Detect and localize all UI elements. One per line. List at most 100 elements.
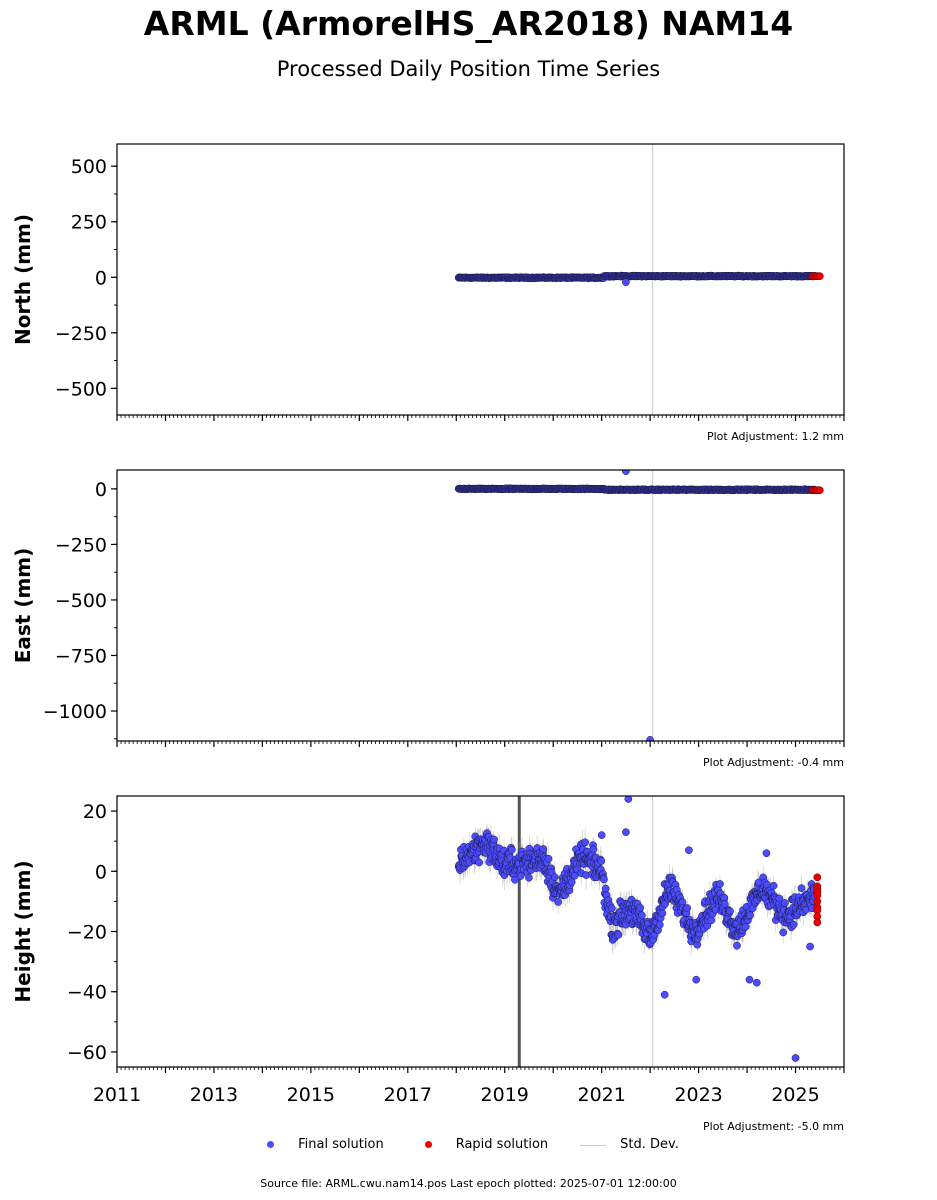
rapid-point [813, 918, 822, 927]
y-tick-label: −60 [67, 1042, 107, 1064]
y-tick-label: −1000 [43, 701, 107, 723]
x-tick-label: 2017 [384, 1084, 432, 1106]
final-point [636, 903, 644, 912]
y-tick-label: −750 [55, 645, 107, 667]
plot-adjustment-label: Plot Adjustment: 1.2 mm [707, 430, 844, 443]
final-point [525, 873, 533, 882]
final-point [655, 920, 664, 929]
final-point [544, 854, 553, 863]
final-point [797, 884, 806, 892]
rapid-points [813, 873, 822, 927]
final-outlier-point [692, 975, 701, 984]
y-tick-label: 0 [95, 479, 107, 501]
x-tick-label: 2013 [190, 1084, 238, 1106]
final-outlier-point [752, 978, 761, 987]
final-point [720, 900, 729, 908]
rapid-point [815, 272, 824, 281]
legend-stddev-label: Std. Dev. [620, 1137, 679, 1152]
rapid-point [815, 486, 824, 495]
final-point [733, 941, 741, 950]
final-point [607, 904, 616, 913]
final-point [601, 884, 610, 893]
y-axis-label: East (mm) [11, 548, 35, 664]
panel-3: 20 0 −20 −40 −60 2011 2013 2015 2017 2019 2021 2023… [11, 795, 845, 1133]
final-point [614, 931, 623, 939]
rapid-marker-icon [424, 1140, 432, 1148]
final-outlier-point [597, 831, 606, 839]
x-tick-label: 2023 [674, 1084, 722, 1106]
y-tick-label: 500 [71, 156, 107, 178]
y-tick-label: −250 [55, 323, 107, 345]
final-point [539, 845, 548, 853]
plot-area [454, 470, 824, 741]
final-point [589, 845, 598, 854]
chart-subtitle: Processed Daily Position Time Series [276, 57, 661, 81]
final-point [600, 875, 608, 884]
final-point [508, 845, 516, 854]
legend-stddev: Std. Dev. [580, 1137, 679, 1152]
final-point [769, 881, 778, 890]
final-point [490, 835, 498, 844]
final-outlier-point [791, 1054, 800, 1062]
rapid-points [808, 272, 824, 281]
final-point [781, 899, 789, 907]
legend-final-label: Final solution [298, 1137, 384, 1152]
final-outlier-point [685, 846, 693, 855]
source-footer: Source file: ARML.cwu.nam14.pos Last epo… [260, 1177, 677, 1190]
y-tick-label: −500 [55, 378, 107, 400]
plot-area [454, 796, 822, 1067]
final-point [779, 928, 788, 937]
stddev-line-icon [580, 1144, 607, 1146]
x-tick-label: 2019 [481, 1084, 529, 1106]
legend-rapid-label: Rapid solution [455, 1137, 549, 1152]
x-tick-label: 2025 [771, 1084, 819, 1106]
y-tick-label: −500 [55, 590, 107, 612]
panel-2: 0 −250 −500 −750 −1000 East (mm) Plot Adjustme… [11, 469, 845, 769]
legend: Final solution Rapid solution Std. Dev. [0, 1137, 937, 1152]
panel-1: 500 250 0 −250 −500 North (mm) Plot Adjustment… [11, 143, 845, 443]
y-tick-label: 0 [95, 267, 107, 289]
rapid-points [808, 486, 824, 495]
chart-title: ARML (ArmorelHS_AR2018) NAM14 [143, 4, 794, 43]
y-tick-label: −40 [67, 982, 107, 1004]
final-outlier-point [622, 828, 630, 836]
final-outlier-point [622, 470, 630, 475]
final-marker-icon [267, 1140, 275, 1148]
plot-adjustment-label: Plot Adjustment: -5.0 mm [703, 1120, 844, 1133]
legend-final: Final solution [258, 1137, 384, 1152]
y-tick-label: 20 [83, 801, 107, 823]
y-tick-label: −250 [55, 534, 107, 556]
plot-adjustment-label: Plot Adjustment: -0.4 mm [703, 756, 844, 769]
y-tick-label: −20 [67, 922, 107, 944]
final-outlier-point [745, 975, 754, 984]
x-tick-label: 2011 [93, 1084, 141, 1106]
final-outlier-point [660, 990, 669, 999]
legend-rapid: Rapid solution [416, 1137, 548, 1152]
final-point [511, 875, 519, 884]
panel-frame [116, 469, 845, 742]
final-point [658, 909, 667, 918]
final-point [516, 872, 525, 880]
final-point [597, 857, 606, 865]
y-tick-label: 250 [71, 212, 107, 234]
final-outlier-point [622, 278, 630, 287]
final-point [746, 911, 754, 920]
final-point [707, 916, 716, 925]
final-point [567, 878, 576, 886]
final-point [554, 898, 562, 906]
rapid-point [813, 873, 822, 882]
final-outlier-point [646, 736, 654, 741]
final-outlier-point [806, 942, 814, 951]
final-points [454, 796, 819, 1062]
final-point [638, 911, 646, 920]
final-points [454, 470, 819, 741]
final-point [720, 893, 729, 902]
final-point [581, 838, 590, 847]
final-point [683, 904, 692, 912]
y-axis-label: Height (mm) [11, 860, 35, 1002]
x-tick-label: 2015 [287, 1084, 335, 1106]
final-point [775, 894, 784, 903]
y-tick-label: 0 [95, 861, 107, 883]
x-tick-label: 2021 [577, 1084, 625, 1106]
